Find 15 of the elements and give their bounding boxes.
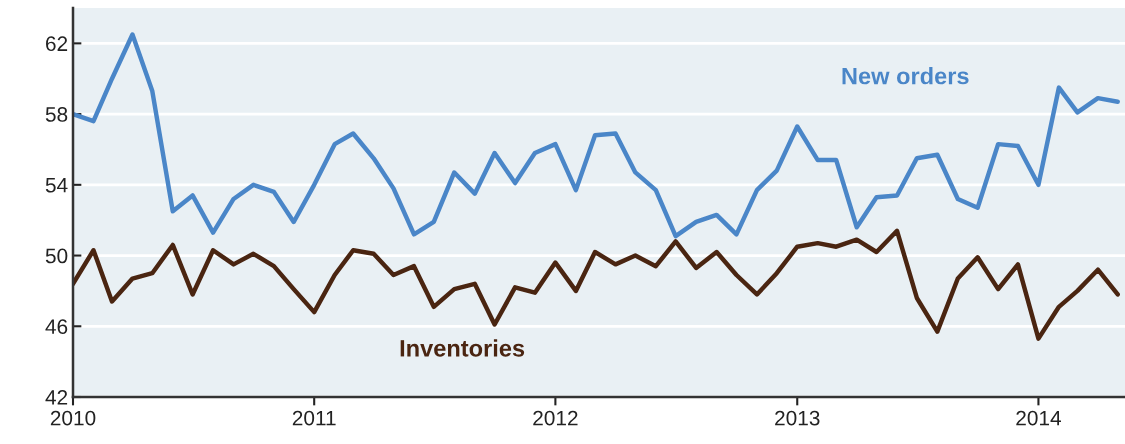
y-tick-label: 62 bbox=[46, 36, 68, 52]
line-series bbox=[73, 228, 1120, 341]
x-tick-label: 2010 bbox=[50, 410, 96, 426]
y-tick-label: 58 bbox=[45, 107, 68, 122]
line-series bbox=[73, 32, 1120, 239]
x-tick-label: 2011 bbox=[292, 410, 336, 426]
y-tick-label: 54 bbox=[45, 178, 68, 193]
y-tick-label: 46 bbox=[45, 319, 68, 335]
x-tick-label: 2014 bbox=[1016, 410, 1061, 426]
x-tick-label: 2013 bbox=[775, 410, 820, 426]
x-tick-label: 2012 bbox=[533, 410, 578, 426]
text: New orders bbox=[842, 67, 969, 85]
y-tick-label: 50 bbox=[45, 248, 68, 264]
series-label: Inventories bbox=[400, 339, 525, 357]
y-tick-label: 42 bbox=[45, 390, 68, 405]
